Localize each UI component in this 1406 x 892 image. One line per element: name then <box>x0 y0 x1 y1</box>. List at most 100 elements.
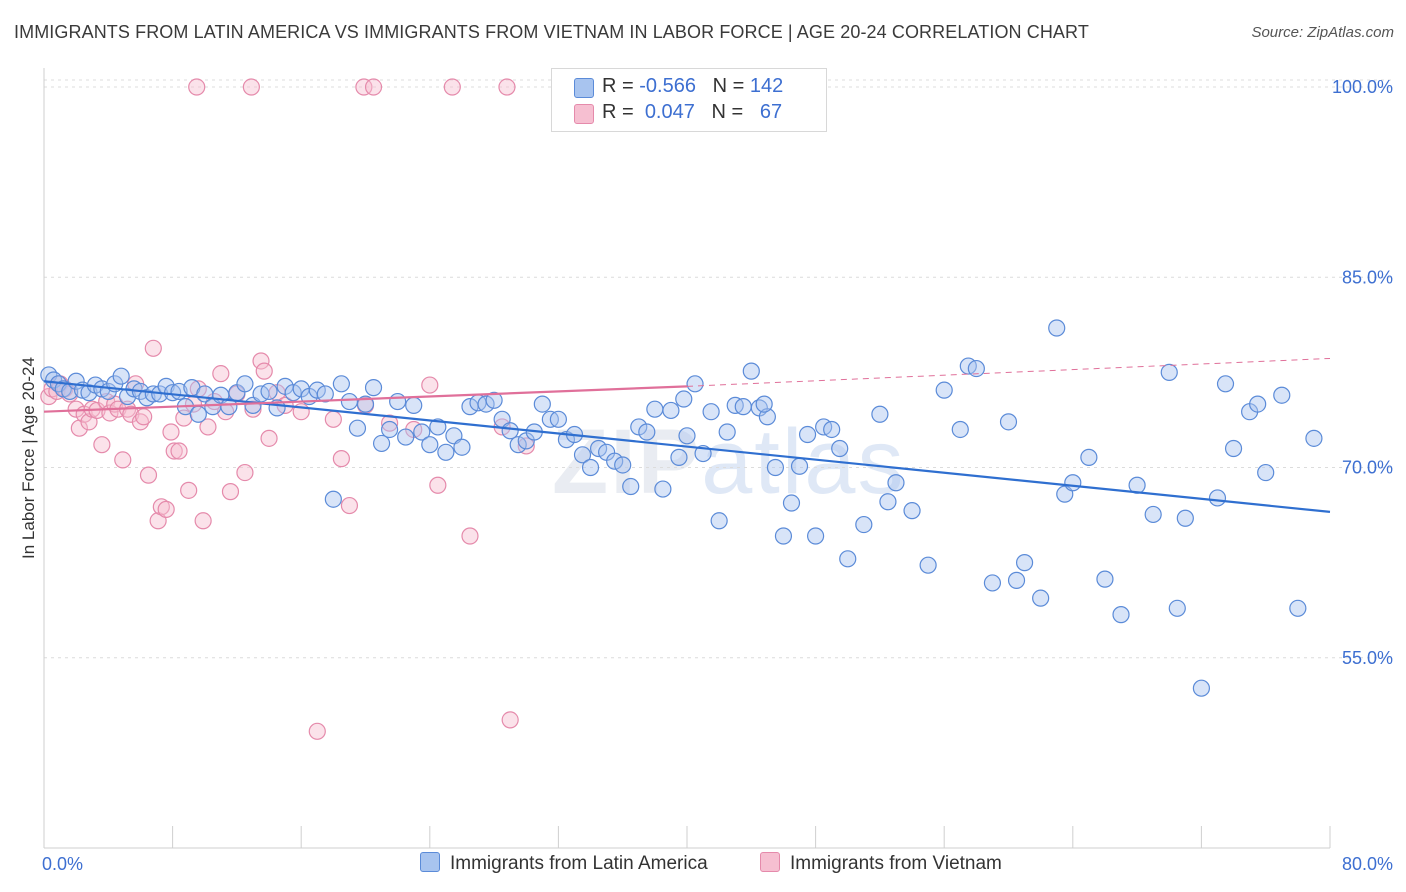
latin-america-point-124 <box>1080 448 1098 466</box>
latin-america-point-88 <box>702 403 720 421</box>
vietnam-point-38 <box>212 365 230 383</box>
legend-blue-r-label: R = <box>602 75 634 97</box>
vietnam-point-43 <box>244 400 262 418</box>
latin-america-point-129 <box>1160 363 1178 381</box>
latin-america-point-104 <box>831 439 849 458</box>
latin-america-point-128 <box>1144 505 1162 524</box>
latin-america-point-57 <box>453 438 471 456</box>
vietnam-point-51 <box>324 410 342 428</box>
gridlines <box>44 79 1395 659</box>
latin-america-point-74 <box>589 439 608 458</box>
vietnam-point-61 <box>501 711 519 729</box>
vietnam-point-40 <box>221 483 240 501</box>
latin-america-point-130 <box>1168 599 1186 617</box>
latin-america-point-54 <box>429 418 447 436</box>
legend-swatch-pink <box>574 104 594 124</box>
latin-america-point-43 <box>340 392 359 411</box>
watermark-zip: ZIP <box>552 411 702 513</box>
latin-america-point-120 <box>1032 589 1050 607</box>
y-tick-label-1: 70.0% <box>1342 458 1393 478</box>
vietnam-point-45 <box>255 362 273 380</box>
latin-america-point-121 <box>1048 319 1066 337</box>
latin-america-point-84 <box>670 448 688 466</box>
latin-america-point-30 <box>236 375 254 393</box>
vietnam-point-26 <box>152 498 170 516</box>
latin-america-point-139 <box>1273 386 1291 404</box>
latin-america-point-93 <box>742 362 760 380</box>
latin-america-point-48 <box>381 420 399 439</box>
latin-america-point-41 <box>324 490 342 508</box>
latin-america-point-36 <box>284 384 302 402</box>
vietnam-point-42 <box>236 463 254 482</box>
latin-america-point-109 <box>887 474 905 492</box>
source-note: Source: ZipAtlas.com <box>1251 24 1394 41</box>
vietnam-point-67 <box>443 78 461 96</box>
latin-america-point-81 <box>646 400 664 418</box>
latin-america-point-132 <box>1192 679 1211 697</box>
latin-america-point-95 <box>758 408 776 426</box>
latin-america-point-111 <box>919 556 937 574</box>
legend-blue-n-label: N = <box>712 75 745 97</box>
legend-blue-r-value: -0.566 <box>639 75 696 97</box>
latin-america-point-46 <box>364 379 383 397</box>
bottom-legend-blue: Immigrants from Latin America <box>420 852 708 876</box>
latin-america-point-77 <box>614 456 632 474</box>
latin-america-point-85 <box>678 427 696 445</box>
y-tick-label-0: 55.0% <box>1342 648 1393 668</box>
latin-america-point-82 <box>654 480 672 498</box>
latin-america-point-89 <box>710 512 728 530</box>
vietnam-point-57 <box>421 376 439 394</box>
latin-america-point-53 <box>421 436 439 454</box>
latin-america-point-98 <box>782 494 801 512</box>
correlation-legend: R = -0.566 N = 142 R = 0.047 N = 67 <box>551 68 827 132</box>
latin-america-point-112 <box>935 381 953 399</box>
vietnam-point-66 <box>364 78 383 96</box>
latin-america-point-115 <box>967 359 985 378</box>
latin-america-point-143 <box>675 390 693 408</box>
latin-america-point-44 <box>348 419 367 437</box>
latin-america-point-140 <box>1289 599 1307 617</box>
vietnam-point-27 <box>157 500 175 518</box>
vietnam-point-30 <box>170 442 188 460</box>
latin-america-point-126 <box>1112 606 1130 624</box>
axes <box>43 68 1331 849</box>
latin-america-point-103 <box>823 420 841 439</box>
latin-america-point-83 <box>662 401 680 420</box>
vietnam-point-55 <box>381 414 399 432</box>
y-axis-label: In Labor Force | Age 20-24 <box>19 357 38 559</box>
latin-america-point-40 <box>316 385 334 403</box>
latin-america-point-106 <box>855 515 873 534</box>
bottom-legend-pink: Immigrants from Vietnam <box>760 852 1002 876</box>
legend-swatch-blue <box>574 78 594 98</box>
vietnam-point-58 <box>429 476 447 494</box>
vietnam-point-46 <box>260 429 278 447</box>
latin-america-point-50 <box>397 428 415 446</box>
vietnam-point-29 <box>165 442 183 460</box>
latin-america-point-135 <box>1224 439 1243 458</box>
legend-pink-r-value: 0.047 <box>644 101 695 123</box>
x-tick-label-1: 80.0% <box>1342 854 1393 874</box>
vietnam-point-65 <box>355 78 373 96</box>
vietnam-point-59 <box>461 527 479 545</box>
latin-america-point-96 <box>766 458 785 477</box>
vietnam-trend-extension <box>686 357 1331 387</box>
bottom-legend-label-pink: Immigrants from Vietnam <box>790 853 1002 874</box>
latin-america-point-72 <box>573 446 592 464</box>
latin-america-point-141 <box>1305 429 1323 447</box>
latin-america-point-33 <box>260 382 278 401</box>
latin-america-point-12 <box>112 367 130 385</box>
vietnam-point-24 <box>144 339 162 357</box>
latin-america-point-42 <box>332 375 350 393</box>
latin-america-point-24 <box>189 405 207 423</box>
latin-america-point-113 <box>951 420 969 439</box>
y-tick-label-2: 85.0% <box>1342 267 1393 287</box>
chart-title: IMMIGRANTS FROM LATIN AMERICA VS IMMIGRA… <box>14 22 1089 42</box>
legend-pink-r-label: R = <box>602 101 634 123</box>
latin-america-point-64 <box>509 436 527 454</box>
latin-america-point-61 <box>485 391 503 409</box>
latin-america-point-123 <box>1064 474 1082 492</box>
latin-america-point-142 <box>755 395 773 413</box>
latin-america-point-138 <box>1257 463 1275 482</box>
vietnam-point-64 <box>242 78 260 96</box>
